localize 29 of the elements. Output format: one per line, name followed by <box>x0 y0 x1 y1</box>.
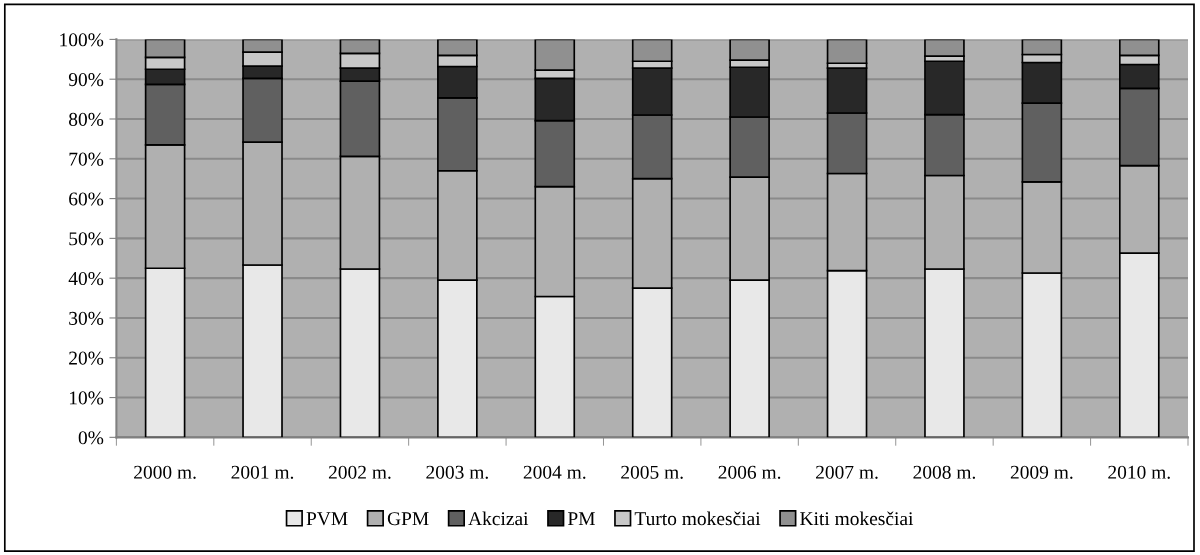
y-tick-label: 60% <box>69 192 104 206</box>
y-tick-label: 30% <box>69 311 104 325</box>
x-tick-label: 2004 m. <box>523 465 586 479</box>
x-tick-label: 2000 m. <box>134 465 196 479</box>
x-tick-label: 2008 m. <box>913 465 976 479</box>
y-tick-label: 90% <box>68 73 104 87</box>
y-tick-label: 70% <box>69 152 104 166</box>
legend-label: Kiti mokesčiai <box>800 511 914 526</box>
x-tick-label: 2002 m. <box>328 465 391 479</box>
legend-label: Akcizai <box>468 511 529 526</box>
y-tick-label: 80% <box>69 112 104 126</box>
bar <box>826 39 868 65</box>
legend-label: GPM <box>387 512 429 526</box>
y-tick-label: 20% <box>69 351 104 365</box>
x-tick-label: 2007 m. <box>816 465 878 479</box>
legend-label: PM <box>567 512 595 526</box>
y-tick-label: 100% <box>60 33 104 47</box>
legend-label: Turto mokesčiai <box>634 511 761 526</box>
y-tick-label: 0% <box>78 431 104 445</box>
x-tick-label: 2010 m. <box>1108 465 1170 479</box>
legend-label: PVM <box>306 512 348 526</box>
x-tick-label: 2001 m. <box>231 465 294 479</box>
x-tick-label: 2005 m. <box>621 465 683 479</box>
x-tick-label: 2003 m. <box>426 465 488 479</box>
y-tick-label: 40% <box>68 271 104 286</box>
y-tick-label: 50% <box>69 232 104 246</box>
x-tick-label: 2006 m. <box>718 465 781 479</box>
y-tick-label: 10% <box>69 391 104 405</box>
x-tick-label: 2009 m. <box>1010 465 1073 479</box>
